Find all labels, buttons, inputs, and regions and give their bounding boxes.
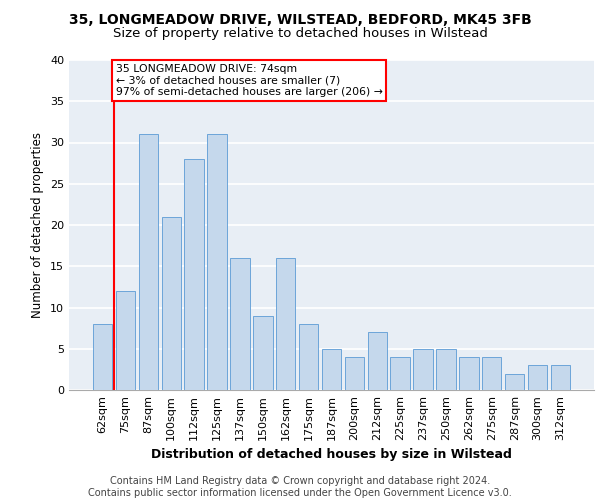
- Bar: [505, 374, 524, 390]
- Bar: [230, 258, 250, 390]
- Bar: [116, 291, 135, 390]
- Bar: [482, 357, 502, 390]
- Bar: [459, 357, 479, 390]
- Bar: [299, 324, 319, 390]
- Text: 35 LONGMEADOW DRIVE: 74sqm
← 3% of detached houses are smaller (7)
97% of semi-d: 35 LONGMEADOW DRIVE: 74sqm ← 3% of detac…: [116, 64, 383, 98]
- Bar: [322, 349, 341, 390]
- Bar: [344, 357, 364, 390]
- Bar: [208, 134, 227, 390]
- Bar: [161, 217, 181, 390]
- Bar: [184, 159, 204, 390]
- Bar: [253, 316, 272, 390]
- Bar: [528, 365, 547, 390]
- Bar: [139, 134, 158, 390]
- Text: Contains HM Land Registry data © Crown copyright and database right 2024.
Contai: Contains HM Land Registry data © Crown c…: [88, 476, 512, 498]
- Text: Size of property relative to detached houses in Wilstead: Size of property relative to detached ho…: [113, 28, 487, 40]
- Text: 35, LONGMEADOW DRIVE, WILSTEAD, BEDFORD, MK45 3FB: 35, LONGMEADOW DRIVE, WILSTEAD, BEDFORD,…: [68, 12, 532, 26]
- Bar: [391, 357, 410, 390]
- X-axis label: Distribution of detached houses by size in Wilstead: Distribution of detached houses by size …: [151, 448, 512, 462]
- Bar: [368, 332, 387, 390]
- Y-axis label: Number of detached properties: Number of detached properties: [31, 132, 44, 318]
- Bar: [413, 349, 433, 390]
- Bar: [276, 258, 295, 390]
- Bar: [436, 349, 455, 390]
- Bar: [93, 324, 112, 390]
- Bar: [551, 365, 570, 390]
